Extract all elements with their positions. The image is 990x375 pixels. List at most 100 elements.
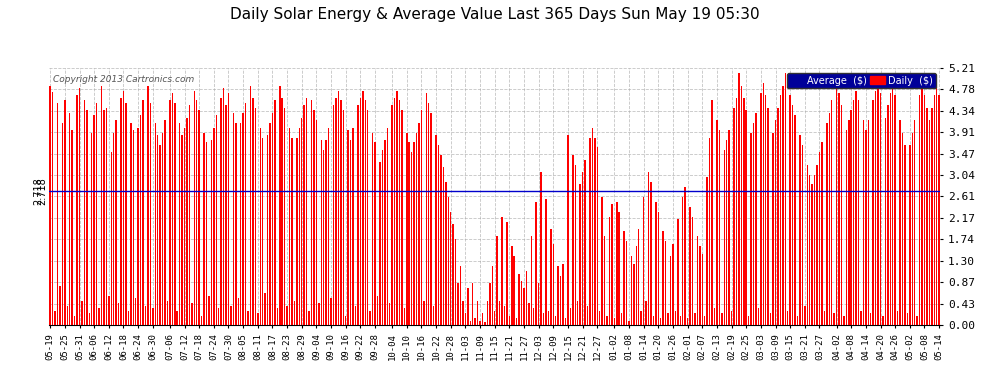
Bar xyxy=(682,197,683,326)
Bar xyxy=(674,310,676,326)
Bar xyxy=(587,306,588,326)
Bar xyxy=(304,105,305,326)
Bar xyxy=(291,138,293,326)
Bar xyxy=(867,120,869,326)
Bar xyxy=(845,130,847,326)
Bar xyxy=(341,100,342,326)
Bar xyxy=(836,81,838,326)
Bar xyxy=(777,108,779,326)
Bar xyxy=(184,128,185,326)
Bar xyxy=(354,306,356,326)
Bar xyxy=(875,90,876,326)
Bar xyxy=(416,132,417,326)
Bar xyxy=(269,123,270,326)
Bar xyxy=(318,303,320,326)
Bar xyxy=(760,93,761,326)
Bar xyxy=(426,93,427,326)
Bar xyxy=(123,90,124,326)
Bar xyxy=(149,103,151,326)
Bar xyxy=(636,246,637,326)
Bar xyxy=(436,135,437,326)
Bar xyxy=(138,128,139,326)
Bar xyxy=(264,293,266,326)
Bar xyxy=(939,96,940,326)
Bar xyxy=(198,110,200,326)
Bar xyxy=(531,237,532,326)
Bar xyxy=(767,108,769,326)
Bar xyxy=(91,132,92,326)
Bar xyxy=(213,128,215,326)
Bar xyxy=(616,202,618,326)
Bar xyxy=(704,316,706,326)
Bar xyxy=(931,108,933,326)
Bar xyxy=(418,123,420,326)
Bar xyxy=(826,123,828,326)
Text: Copyright 2013 Cartronics.com: Copyright 2013 Cartronics.com xyxy=(53,75,195,84)
Bar xyxy=(362,90,363,326)
Bar xyxy=(218,308,220,326)
Bar xyxy=(812,184,813,326)
Bar xyxy=(84,100,85,326)
Bar xyxy=(372,132,373,326)
Bar xyxy=(479,321,481,326)
Bar xyxy=(927,108,928,326)
Bar xyxy=(206,142,207,326)
Bar xyxy=(809,175,811,326)
Bar xyxy=(697,237,698,326)
Bar xyxy=(729,130,730,326)
Bar xyxy=(707,177,708,326)
Bar xyxy=(621,313,623,326)
Bar xyxy=(201,316,202,326)
Bar xyxy=(76,96,78,326)
Bar xyxy=(897,310,898,326)
Bar xyxy=(252,98,253,326)
Bar xyxy=(660,318,661,326)
Bar xyxy=(464,313,466,326)
Bar xyxy=(924,96,926,326)
Bar xyxy=(384,140,385,326)
Bar xyxy=(543,313,545,326)
Bar xyxy=(194,90,195,326)
Bar xyxy=(389,303,390,326)
Bar xyxy=(226,105,227,326)
Bar xyxy=(289,128,290,326)
Bar xyxy=(533,308,535,326)
Text: 2.718: 2.718 xyxy=(38,177,48,205)
Bar xyxy=(645,301,646,326)
Bar xyxy=(196,100,197,326)
Bar xyxy=(670,256,671,326)
Bar xyxy=(111,152,112,326)
Bar xyxy=(677,219,678,326)
Bar xyxy=(431,113,432,326)
Bar xyxy=(564,318,566,326)
Bar xyxy=(79,88,80,326)
Bar xyxy=(494,310,495,326)
Bar xyxy=(271,113,273,326)
Bar xyxy=(724,150,725,326)
Bar xyxy=(662,231,664,326)
Bar xyxy=(176,310,178,326)
Bar xyxy=(887,105,889,326)
Bar xyxy=(853,100,854,326)
Bar xyxy=(189,105,190,326)
Bar xyxy=(882,316,884,326)
Bar xyxy=(604,237,605,326)
Bar xyxy=(174,103,175,326)
Bar xyxy=(308,310,310,326)
Bar xyxy=(345,316,346,326)
Bar xyxy=(394,98,395,326)
Bar xyxy=(211,140,212,326)
Bar xyxy=(103,110,105,326)
Bar xyxy=(294,301,295,326)
Bar xyxy=(902,132,903,326)
Bar xyxy=(404,308,405,326)
Bar xyxy=(552,244,554,326)
Bar xyxy=(743,98,744,326)
Bar xyxy=(699,246,701,326)
Bar xyxy=(233,113,234,326)
Bar xyxy=(824,310,825,326)
Bar xyxy=(521,281,523,326)
Bar xyxy=(130,123,132,326)
Bar xyxy=(357,105,358,326)
Bar xyxy=(164,120,165,326)
